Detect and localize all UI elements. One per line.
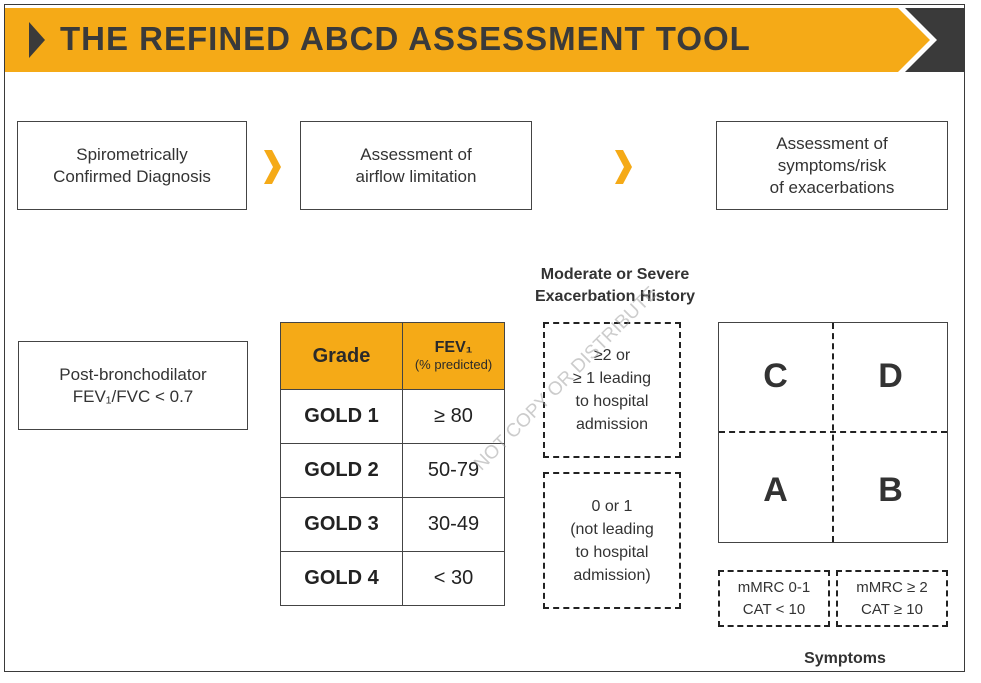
table-row: GOLD 1 ≥ 80 — [280, 389, 505, 444]
table-header-row: Grade FEV₁ (% predicted) — [280, 322, 505, 390]
step-symptoms-box: Assessment of symptoms/risk of exacerbat… — [716, 121, 948, 210]
abcd-grid: C D A B — [718, 322, 948, 543]
fev-cell: 50-79 — [402, 443, 505, 498]
table-row: GOLD 3 30-49 — [280, 497, 505, 552]
symptoms-high-box: mMRC ≥ 2 CAT ≥ 10 — [836, 570, 948, 627]
grade-cell: GOLD 1 — [280, 389, 403, 444]
header-fev-label: FEV₁ — [434, 339, 473, 356]
group-b: B — [878, 471, 903, 509]
chevron-right-icon — [264, 150, 281, 184]
fev-cell: 30-49 — [402, 497, 505, 552]
title-banner: THE REFINED ABCD ASSESSMENT TOOL — [5, 8, 965, 72]
grid-divider-horizontal — [719, 431, 947, 433]
group-d: D — [878, 357, 903, 395]
chevron-right-icon — [615, 150, 632, 184]
header-fev-sub: (% predicted) — [414, 357, 493, 372]
header-grade: Grade — [280, 322, 403, 390]
fev-cell: < 30 — [402, 551, 505, 606]
exacerbation-high-box: ≥2 or ≥ 1 leading to hospital admission — [543, 322, 681, 458]
criteria-box: Post-bronchodilator FEV₁/FVC < 0.7 — [18, 341, 248, 430]
group-a: A — [763, 471, 788, 509]
page-title: THE REFINED ABCD ASSESSMENT TOOL — [60, 20, 751, 57]
table-row: GOLD 4 < 30 — [280, 551, 505, 606]
group-c: C — [763, 357, 788, 395]
banner-shape — [5, 8, 965, 72]
header-fev: FEV₁ (% predicted) — [402, 322, 505, 390]
fev-cell: ≥ 80 — [402, 389, 505, 444]
table-row: GOLD 2 50-79 — [280, 443, 505, 498]
exacerbation-heading: Moderate or Severe Exacerbation History — [534, 266, 696, 305]
symptoms-low-box: mMRC 0-1 CAT < 10 — [718, 570, 830, 627]
step-diagnosis-box: Spirometrically Confirmed Diagnosis — [17, 121, 247, 210]
step-airflow-box: Assessment of airflow limitation — [300, 121, 532, 210]
play-icon — [29, 22, 45, 58]
gold-grade-table: Grade FEV₁ (% predicted) GOLD 1 ≥ 80 GOL… — [280, 322, 505, 606]
grade-cell: GOLD 2 — [280, 443, 403, 498]
exacerbation-low-box: 0 or 1 (not leading to hospital admissio… — [543, 472, 681, 609]
grade-cell: GOLD 3 — [280, 497, 403, 552]
symptoms-label: Symptoms — [804, 650, 886, 667]
grade-cell: GOLD 4 — [280, 551, 403, 606]
